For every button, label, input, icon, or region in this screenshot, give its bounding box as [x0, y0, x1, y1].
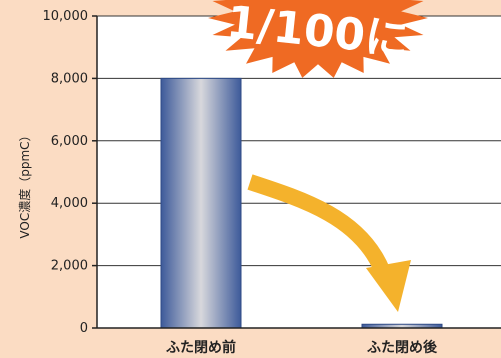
x-category-label: ふた閉め後 — [367, 339, 438, 356]
y-tick-label: 2,000 — [51, 259, 88, 274]
starburst-shape — [208, 0, 428, 78]
decrease-arrow-icon — [247, 174, 411, 312]
bar — [160, 77, 242, 329]
y-axis-label: VOC濃度（ppmC） — [17, 129, 32, 238]
y-tick-label: 8,000 — [51, 71, 88, 86]
y-tick-label: 10,000 — [43, 9, 89, 24]
y-tick-label: 0 — [80, 321, 88, 336]
x-category-label: ふた閉め前 — [166, 339, 236, 356]
y-tick-label: 4,000 — [51, 196, 88, 211]
reduction-badge: 1/100に — [208, 0, 428, 78]
y-tick-label: 6,000 — [51, 134, 88, 149]
